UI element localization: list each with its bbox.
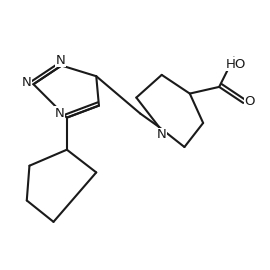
Text: N: N [55,54,65,67]
Text: N: N [156,129,166,141]
Text: N: N [22,76,32,89]
Text: N: N [55,107,64,120]
Text: HO: HO [226,58,246,71]
Text: O: O [245,95,255,108]
